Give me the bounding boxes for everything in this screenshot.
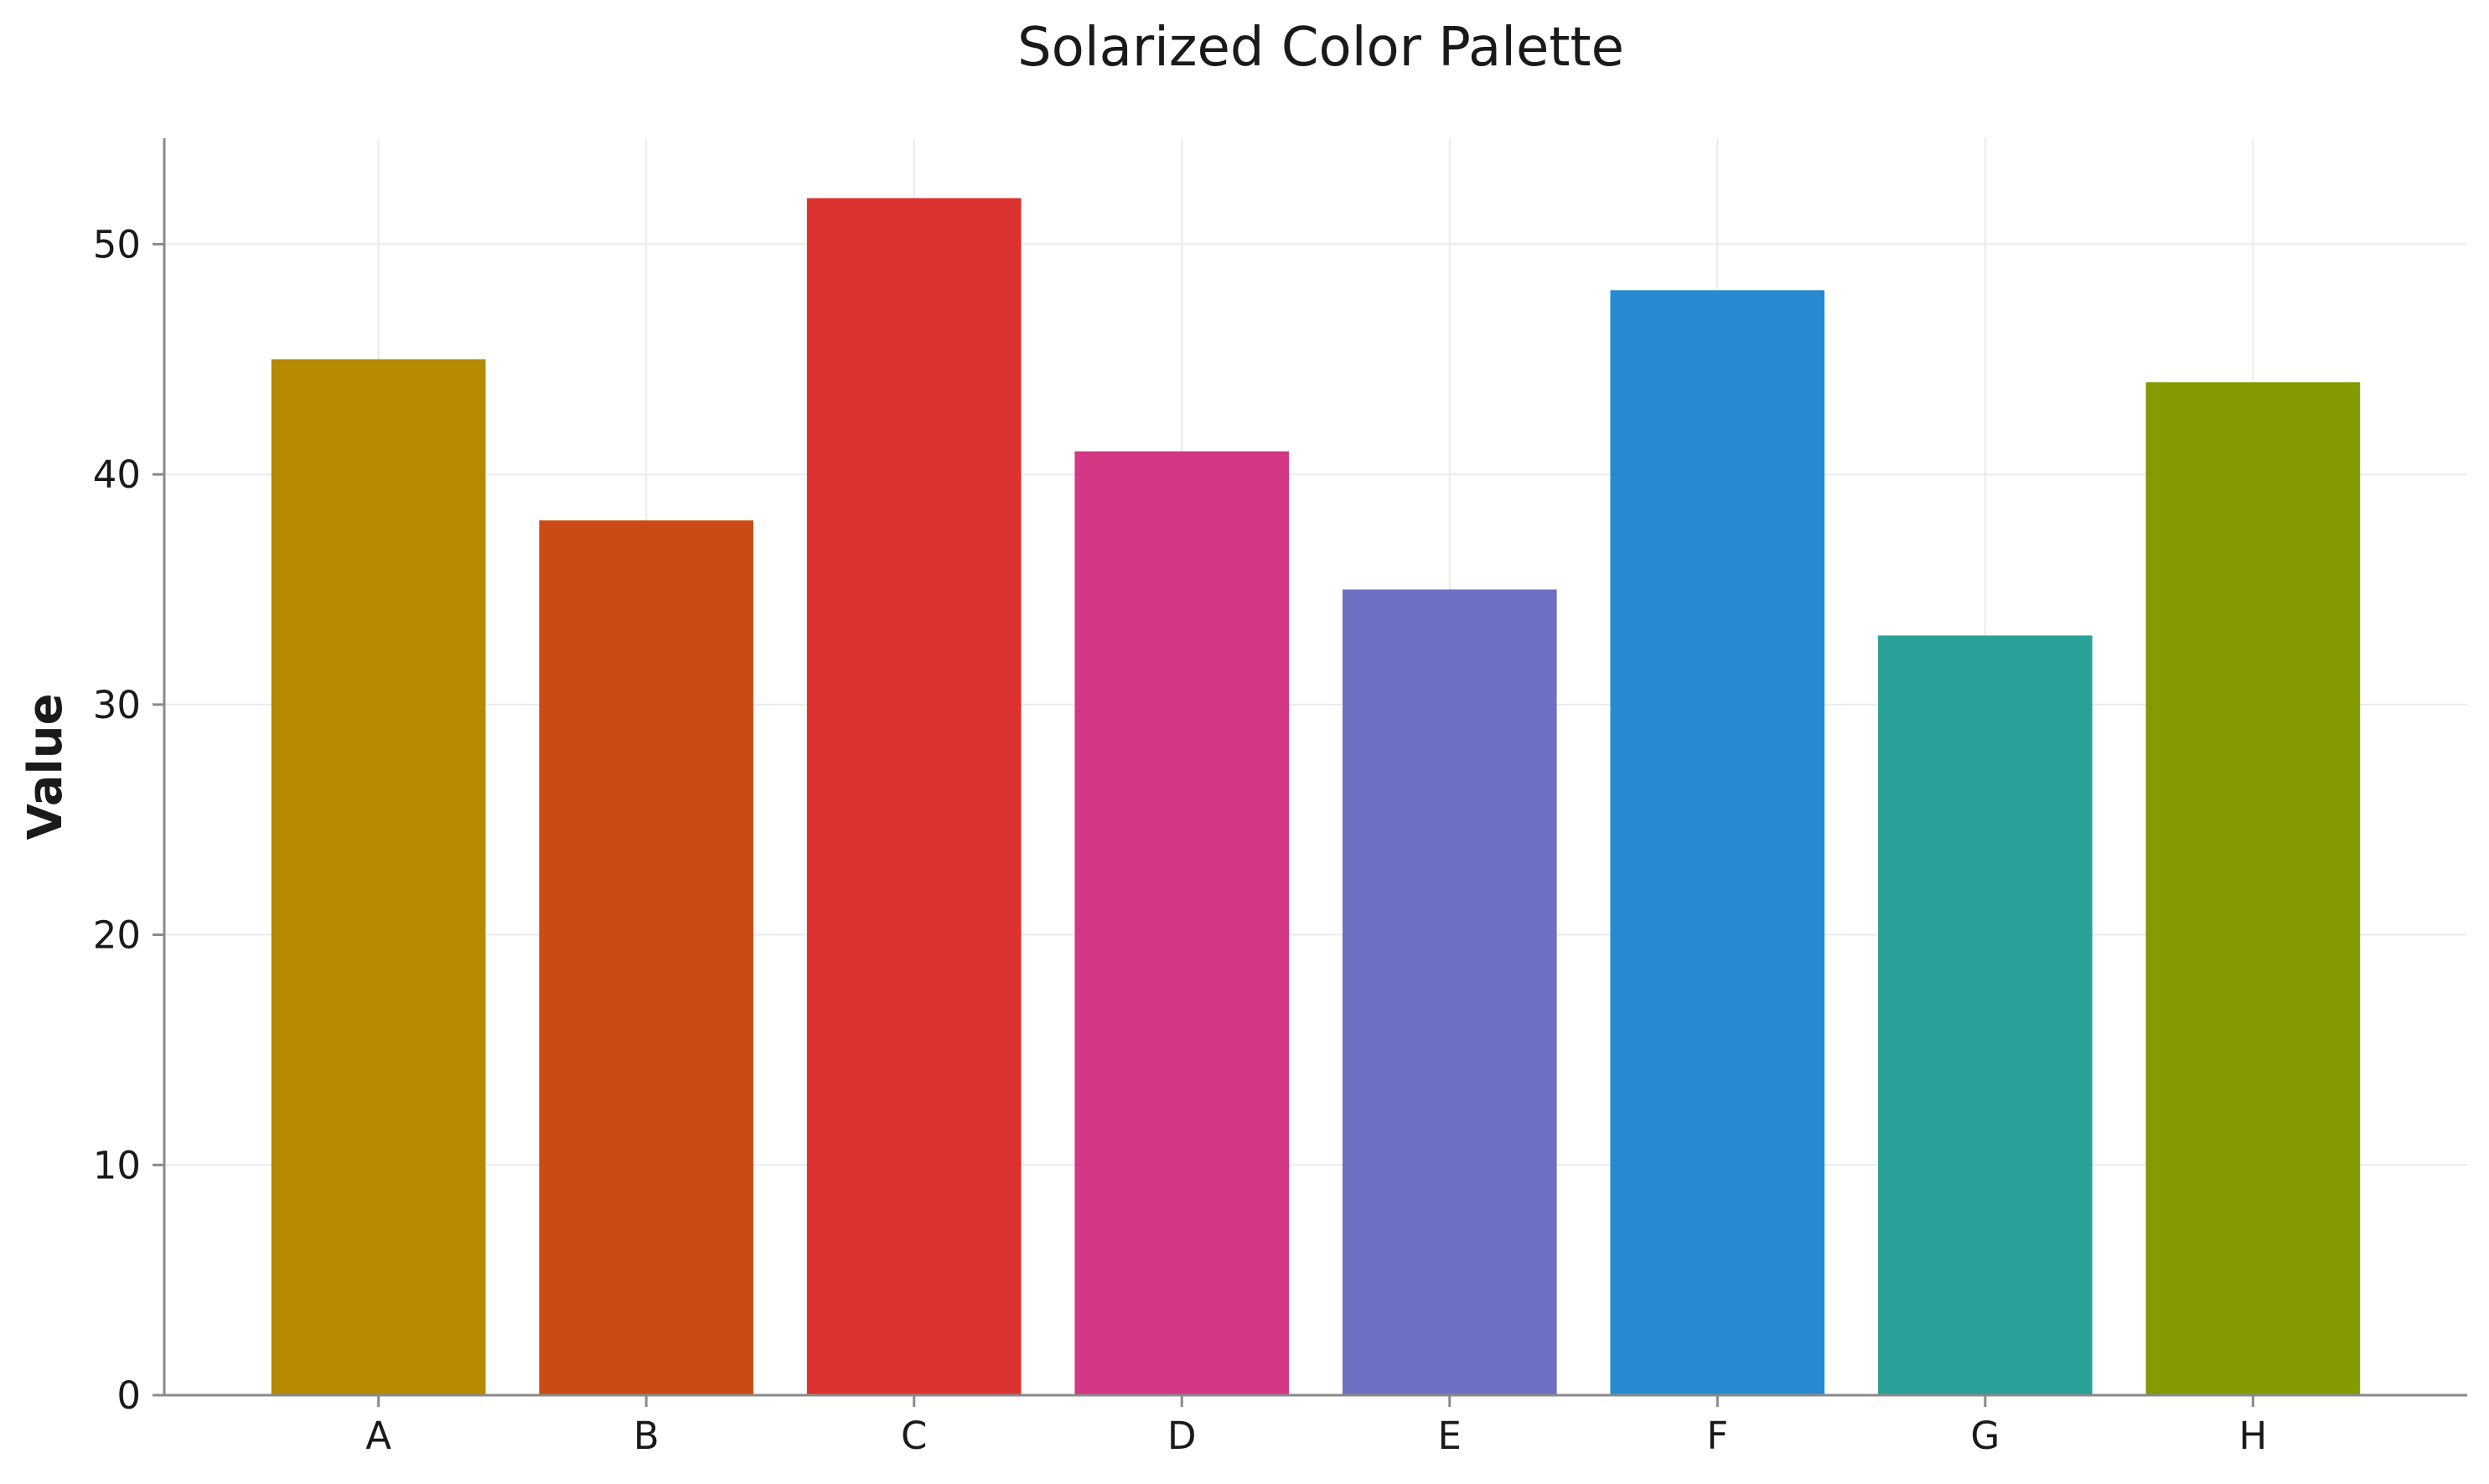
x-tick-label: A xyxy=(365,1414,391,1458)
bar-d xyxy=(1074,451,1290,1395)
chart-title: Solarized Color Palette xyxy=(1017,17,1624,79)
bar-a xyxy=(271,359,486,1395)
x-tick-label: B xyxy=(634,1414,660,1458)
bar-e xyxy=(1342,589,1557,1395)
y-axis-label: Value xyxy=(18,693,73,840)
x-tick-label: F xyxy=(1706,1414,1728,1458)
x-tick-label: H xyxy=(2238,1414,2267,1458)
x-tick-label: C xyxy=(901,1414,927,1458)
grid xyxy=(164,138,2467,1396)
axes: 0 10 20 30 40 50 A B C D E F G H xyxy=(93,138,2467,1458)
y-tick-label: 40 xyxy=(93,452,141,497)
bar-g xyxy=(1878,635,2093,1395)
y-tick-label: 20 xyxy=(93,913,141,958)
bar-c xyxy=(806,198,1022,1395)
bar-f xyxy=(1610,290,1825,1395)
y-tick-label: 0 xyxy=(116,1373,141,1418)
y-tick-label: 10 xyxy=(93,1143,141,1187)
y-tick-label: 30 xyxy=(93,683,141,727)
x-tick-label: D xyxy=(1167,1414,1197,1458)
bars xyxy=(271,198,2361,1396)
y-tick-label: 50 xyxy=(93,222,141,266)
bar-h xyxy=(2145,382,2361,1396)
bar-b xyxy=(539,520,753,1395)
x-tick-label: G xyxy=(1970,1414,2000,1458)
x-tick-label: E xyxy=(1438,1414,1462,1458)
